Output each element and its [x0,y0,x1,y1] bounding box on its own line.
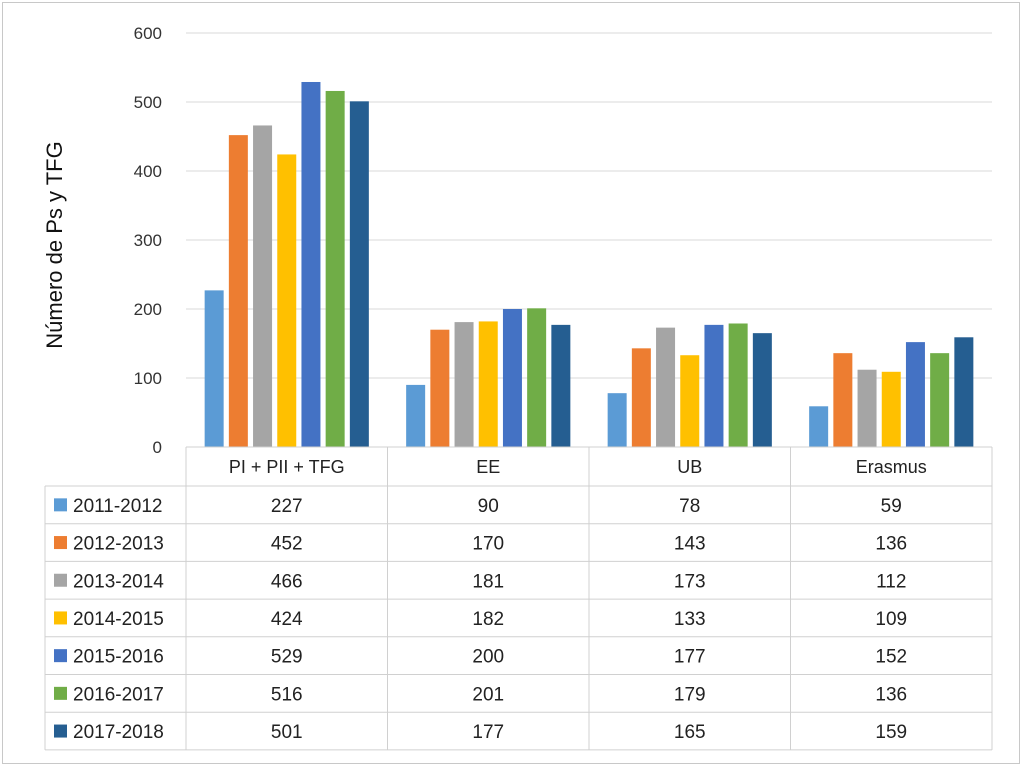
data-label: 136 [875,534,907,555]
bar [301,81,321,448]
bar [406,384,426,447]
data-label: 179 [674,684,706,705]
data-label: 516 [271,684,303,705]
series-label: 2012-2013 [73,534,164,555]
bar [809,406,829,447]
bar [527,308,547,447]
data-label: 170 [472,534,504,555]
bar [752,333,772,447]
data-label: 501 [271,722,303,743]
bar [325,90,345,448]
series-label: 2016-2017 [73,684,164,705]
data-label: 109 [875,609,907,630]
bar [349,101,369,447]
legend-swatch [54,686,67,700]
data-label: 452 [271,534,303,555]
bar [930,353,950,447]
data-label: 182 [472,609,504,630]
bar [954,337,974,447]
bar [204,290,224,447]
y-axis-label: Número de Ps y TFG [42,141,67,348]
data-label: 201 [472,684,504,705]
series-label: 2015-2016 [73,647,164,668]
bar [277,154,297,447]
category-label: PI + PII + TFG [229,457,345,477]
category-label: Erasmus [856,457,927,477]
data-label: 177 [674,647,706,668]
data-label: 466 [271,571,303,592]
bar [704,324,724,447]
bar [551,324,571,447]
data-label: 165 [674,722,706,743]
y-tick-label: 100 [134,369,162,388]
data-label: 159 [875,722,907,743]
data-label: 173 [674,571,706,592]
data-table: PI + PII + TFG EE UB Erasmus 2011-2012 227 90 7… [44,446,993,751]
data-label: 227 [271,496,303,517]
category-label: EE [476,457,500,477]
data-label: 424 [271,609,303,630]
data-label: 177 [472,722,504,743]
legend-swatch [54,536,67,550]
legend-swatch [54,649,67,663]
category-label: UB [677,457,702,477]
series-label: 2017-2018 [73,722,164,743]
bar [607,393,627,447]
bar [454,322,474,447]
y-tick-label: 0 [153,438,162,457]
bar [430,329,450,447]
legend-swatch [54,611,67,625]
bar [728,323,748,447]
legend-swatch [54,573,67,587]
data-label: 78 [679,496,700,517]
bar [228,135,248,447]
data-label: 59 [881,496,902,517]
series-label: 2014-2015 [73,609,164,630]
y-tick-label: 300 [134,231,162,250]
bar [253,125,273,448]
y-tick-label: 500 [134,93,162,112]
bar [905,342,925,447]
bar [680,355,700,447]
data-label: 143 [674,534,706,555]
series-label: 2013-2014 [73,571,164,592]
bar [833,353,853,447]
legend-swatch [54,724,67,738]
legend-swatch [54,498,67,512]
bars [204,81,974,448]
data-label: 90 [478,496,499,517]
data-label: 152 [875,647,907,668]
data-label: 136 [875,684,907,705]
bar [656,327,676,447]
data-label: 181 [472,571,504,592]
y-axis-ticks: 0 100 200 300 400 500 600 [134,24,162,457]
bar [631,348,651,447]
data-label: 112 [876,571,906,592]
bar [881,371,901,447]
bar [502,309,522,447]
bar [857,369,877,447]
series-label: 2011-2012 [73,496,162,517]
data-label: 529 [271,647,303,668]
data-label: 200 [472,647,504,668]
y-tick-label: 200 [134,300,162,319]
data-label: 133 [674,609,706,630]
y-tick-label: 600 [134,24,162,43]
bar [478,321,498,447]
y-tick-label: 400 [134,162,162,181]
